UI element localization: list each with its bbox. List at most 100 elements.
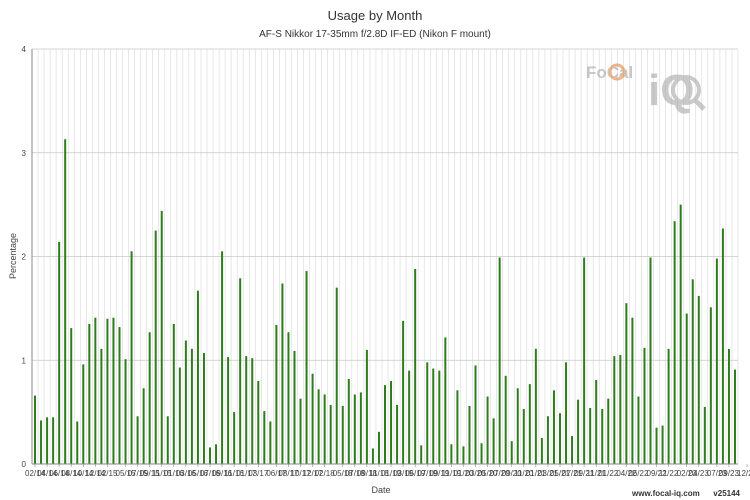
x-tick-label: 07/18 [345, 469, 366, 478]
bar-11-18 [377, 431, 380, 464]
bar-06-22 [637, 396, 640, 464]
logo-orange-ring-icon [608, 63, 626, 81]
bar-08-17 [287, 332, 290, 464]
x-tick-label: 03/17 [248, 469, 269, 478]
x-tick-label: 03/20 [465, 469, 486, 478]
bar-07-22 [643, 347, 646, 464]
bar-11-21 [595, 379, 598, 464]
bar-10-22 [661, 425, 664, 464]
x-tick-label: 05/19 [405, 469, 426, 478]
bar-08-23 [721, 228, 724, 464]
x-tick-label: 05/18 [333, 469, 354, 478]
bars-group [34, 139, 736, 464]
bar-05-14 [52, 417, 55, 464]
bar-07-23 [715, 258, 718, 464]
x-tick-label: 11/15 [152, 469, 172, 478]
bar-06-16 [202, 352, 205, 464]
bar-10-18 [371, 448, 374, 464]
bar-10-19 [444, 337, 447, 464]
bar-04-14 [46, 417, 49, 464]
bar-12-14 [94, 317, 97, 464]
x-tick-label: 11/22 [659, 469, 679, 478]
magnifier-icon [671, 75, 701, 105]
bar-03-21 [546, 416, 549, 464]
bar-12-21 [601, 409, 604, 464]
bar-12-18 [384, 385, 386, 464]
bar-09-21 [583, 257, 586, 464]
x-tick-label: 11/21 [586, 469, 606, 478]
chart-title: Usage by Month [328, 8, 423, 23]
x-tick-label: 01/19 [381, 469, 402, 478]
bar-04-16 [190, 348, 193, 464]
bar-07-18 [353, 394, 356, 464]
bar-07-20 [498, 257, 501, 464]
x-tick-label: 07/19 [417, 469, 438, 478]
bar-06-15 [130, 251, 133, 464]
bar-10-15 [154, 230, 157, 464]
bar-11-22 [667, 348, 670, 464]
x-tick-label: 07/15 [128, 469, 149, 478]
bar-06-14 [58, 241, 61, 464]
bar-11-19 [450, 444, 453, 464]
bar-09-19 [438, 370, 441, 464]
bar-04-23 [697, 295, 700, 464]
bar-07-14 [64, 139, 67, 464]
bar-03-19 [402, 320, 405, 464]
bar-11-20 [522, 409, 525, 464]
bar-03-15 [112, 317, 115, 464]
bar-03-16 [184, 340, 187, 464]
bar-09-23 [727, 348, 730, 464]
x-tick-label: 09/18 [357, 469, 378, 478]
x-tick-label: 02/18 [315, 469, 336, 478]
x-tick-label: 02/14 [25, 469, 46, 478]
y-tick-label: 3 [22, 149, 27, 158]
bar-02-22 [613, 356, 616, 464]
bar-10-23 [733, 369, 736, 464]
bar-12-15 [166, 416, 169, 464]
x-tick-label: 03/16 [176, 469, 197, 478]
bar-05-15 [124, 359, 127, 464]
x-tick-label: 07/16 [200, 469, 221, 478]
bar-05-17 [269, 421, 272, 464]
bar-09-15 [148, 332, 151, 464]
footer-version: v25144 [713, 489, 740, 498]
bar-11-14 [88, 323, 91, 464]
x-tick-label: 11/20 [514, 469, 534, 478]
x-tick-label: 05/21 [550, 469, 571, 478]
bar-07-16 [209, 447, 212, 464]
x-tick-label: 01/16 [164, 469, 185, 478]
bar-01-21 [534, 348, 537, 464]
bar-09-14 [76, 421, 79, 464]
x-tick-label: 12/23 [737, 469, 750, 478]
y-tick-label: 0 [22, 460, 27, 469]
x-tick-label: 06/22 [628, 469, 649, 478]
bar-05-23 [703, 406, 706, 464]
x-tick-label: 10/14 [73, 469, 94, 478]
bar-08-20 [504, 375, 507, 464]
bar-05-16 [196, 290, 199, 464]
x-tick-label: 12/17 [303, 469, 324, 478]
bar-02-15 [106, 318, 109, 464]
x-tick-label: 04/22 [616, 469, 637, 478]
x-tick-label: 11/16 [224, 469, 244, 478]
x-tick-label: 01/20 [453, 469, 474, 478]
bar-03-20 [474, 365, 477, 464]
bar-08-14 [70, 328, 73, 464]
bar-03-14 [40, 420, 43, 464]
x-tick-label: 09/19 [429, 469, 450, 478]
bar-07-21 [571, 435, 574, 464]
bar-02-20 [468, 405, 471, 464]
bar-02-16 [178, 367, 181, 464]
bar-08-16 [215, 444, 218, 464]
x-tick-labels: 02/1404/1406/1408/1410/1412/1402/1505/15… [25, 469, 750, 478]
bar-12-17 [311, 373, 314, 464]
bar-01-19 [390, 381, 393, 464]
bar-10-14 [82, 364, 85, 464]
x-tick-label: 01/17 [236, 469, 257, 478]
bar-04-22 [625, 303, 628, 464]
x-tick-label: 11/19 [442, 469, 462, 478]
x-tick-label: 06/17 [266, 469, 287, 478]
bar-08-22 [649, 257, 652, 464]
bar-03-23 [691, 279, 694, 464]
bar-04-18 [335, 287, 338, 464]
